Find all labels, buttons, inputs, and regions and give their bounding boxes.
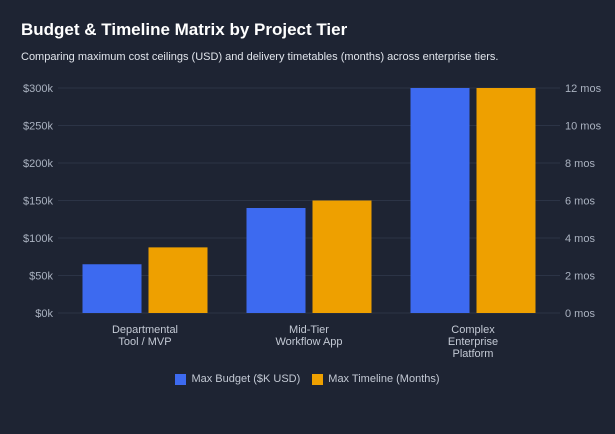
- bar-timeline: [476, 88, 536, 313]
- right-tick-label: 0 mos: [565, 308, 595, 320]
- legend-item[interactable]: Max Timeline (Months): [312, 373, 440, 385]
- category-label: Mid-Tier Workflow App: [275, 324, 342, 348]
- left-tick-label: $300k: [23, 83, 53, 95]
- category-label: Complex Enterprise Platform: [448, 324, 498, 360]
- chart-legend: Max Budget ($K USD) Max Timeline (Months): [0, 373, 615, 385]
- bar-budget: [246, 208, 306, 313]
- bar-timeline: [148, 247, 208, 313]
- left-tick-label: $50k: [29, 271, 53, 283]
- grid-lines: [58, 87, 560, 314]
- right-tick-label: 6 mos: [565, 196, 595, 208]
- left-tick-label: $200k: [23, 158, 53, 170]
- right-tick-label: 12 mos: [565, 83, 602, 95]
- legend-swatch: [312, 373, 324, 385]
- chart-title: Budget & Timeline Matrix by Project Tier: [21, 20, 348, 39]
- left-tick-label: $0k: [35, 308, 53, 320]
- legend-label: Max Timeline (Months): [328, 373, 440, 385]
- bar-budget: [410, 88, 470, 313]
- category-label: Departmental Tool / MVP: [112, 324, 178, 348]
- left-tick-label: $150k: [23, 196, 53, 208]
- right-tick-label: 8 mos: [565, 158, 595, 170]
- category-labels: Departmental Tool / MVP Mid-Tier Workflow A…: [112, 324, 498, 360]
- right-tick-label: 2 mos: [565, 271, 595, 283]
- right-axis-ticks: 0 mos 2 mos 4 mos 6 mos 8 mos 10 mos 12 mos: [565, 83, 602, 320]
- bar-timeline: [312, 200, 372, 313]
- bar-budget: [82, 264, 142, 313]
- left-tick-label: $250k: [23, 121, 53, 133]
- left-tick-label: $100k: [23, 233, 53, 245]
- bars: [82, 88, 536, 313]
- left-axis-ticks: $0k $50k $100k $150k $200k $250k $300k: [23, 83, 53, 320]
- legend-swatch: [175, 373, 187, 385]
- legend-label: Max Budget ($K USD): [191, 373, 301, 385]
- right-tick-label: 4 mos: [565, 233, 595, 245]
- chart-subtitle: Comparing maximum cost ceilings (USD) an…: [21, 51, 499, 63]
- right-tick-label: 10 mos: [565, 121, 602, 133]
- legend-item[interactable]: Max Budget ($K USD): [175, 373, 300, 385]
